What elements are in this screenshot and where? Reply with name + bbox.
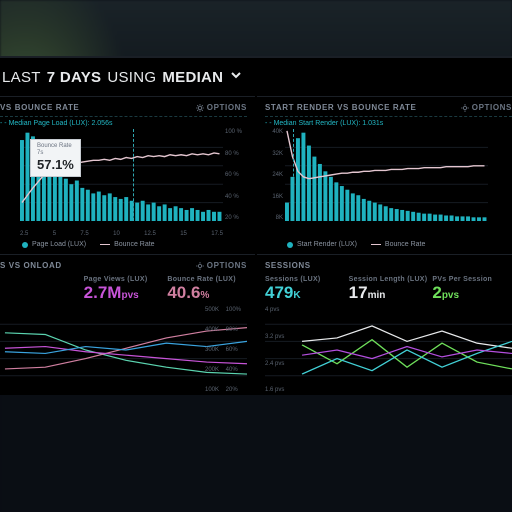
panel3-chart[interactable]: 500K400K300K200K100K 100%80%60%40%20%	[0, 307, 247, 393]
panel2-cursor-line	[293, 129, 294, 221]
gear-icon	[196, 262, 204, 270]
panel1-xaxis: 2.557.51012.51517.5	[20, 231, 223, 237]
title-days: 7 DAYS	[47, 69, 102, 86]
panel1-title: VS BOUNCE RATE	[0, 103, 79, 112]
panel2-chart[interactable]: 40K32K24K16K8K	[265, 129, 512, 237]
panel4-chart[interactable]: 4 pvs3.2 pvs2.4 pvs1.6 pvs	[265, 307, 512, 393]
panel1-median-line: - - Median Page Load (LUX): 2.056s	[0, 116, 247, 127]
panel1-yaxis-right: 100 %80 %60 %40 %20 %	[225, 129, 247, 221]
panel1-options-button[interactable]: OPTIONS	[196, 103, 247, 112]
panel2-median-line: - - Median Start Render (LUX): 1.031s	[265, 116, 512, 127]
panel4-yaxis: 4 pvs3.2 pvs2.4 pvs1.6 pvs	[265, 307, 284, 393]
panel1-cursor-line	[133, 129, 134, 221]
panel2-legend: Start Render (LUX) Bounce Rate	[265, 237, 512, 248]
panel2-options-button[interactable]: OPTIONS	[461, 103, 512, 112]
chevron-down-icon[interactable]	[229, 68, 243, 86]
panel3-title: S VS ONLOAD	[0, 261, 62, 270]
panel3-yaxis-b: 100%80%60%40%20%	[226, 307, 241, 393]
panel3-metrics: Page Views (LUX) 2.7Mpvs Bounce Rate (LU…	[0, 274, 247, 305]
panel1-chart[interactable]: 100 %80 %60 %40 %20 % Bounce Rate 7s 57.…	[0, 129, 247, 237]
panel-startrender-vs-bounce: START RENDER VS BOUNCE RATE OPTIONS - - …	[257, 96, 512, 254]
metric: PVs Per Session 2pvs	[432, 276, 512, 303]
line-icon	[100, 244, 110, 246]
panel-sessions: SESSIONS Sessions (LUX) 479K Session Len…	[257, 254, 512, 395]
panel4-title: SESSIONS	[265, 261, 311, 270]
gear-icon	[461, 104, 469, 112]
title-mid: USING	[107, 69, 156, 86]
panel-vs-onload: S VS ONLOAD OPTIONS Page Views (LUX) 2.7…	[0, 254, 255, 395]
metric: Sessions (LUX) 479K	[265, 276, 345, 303]
metric: Session Length (LUX) 17min	[349, 276, 429, 303]
panel1-yaxis-left	[0, 129, 18, 221]
panel3-options-button[interactable]: OPTIONS	[196, 261, 247, 270]
metric: Page Views (LUX) 2.7Mpvs	[84, 276, 164, 303]
panel3-yaxis-a: 500K400K300K200K100K	[205, 307, 219, 393]
panel2-yaxis-left: 40K32K24K16K8K	[265, 129, 283, 221]
line-icon	[371, 244, 381, 246]
panel1-legend: Page Load (LUX) Bounce Rate	[0, 237, 247, 248]
title-metric: MEDIAN	[162, 69, 223, 86]
metric	[0, 276, 80, 303]
panel1-tooltip: Bounce Rate 7s 57.1%	[30, 139, 81, 177]
panel-pageload-vs-bounce: VS BOUNCE RATE OPTIONS - - Median Page L…	[0, 96, 255, 254]
title-prefix: LAST	[2, 69, 41, 86]
panel4-metrics: Sessions (LUX) 479K Session Length (LUX)…	[265, 274, 512, 305]
period-selector[interactable]: LAST 7 DAYS USING MEDIAN	[0, 64, 512, 96]
metric: Bounce Rate (LUX) 40.6%	[167, 276, 247, 303]
gear-icon	[196, 104, 204, 112]
dashboard-screen: LAST 7 DAYS USING MEDIAN VS BOUNCE RATE …	[0, 56, 512, 395]
dot-icon	[22, 242, 28, 248]
panel2-title: START RENDER VS BOUNCE RATE	[265, 103, 416, 112]
dot-icon	[287, 242, 293, 248]
